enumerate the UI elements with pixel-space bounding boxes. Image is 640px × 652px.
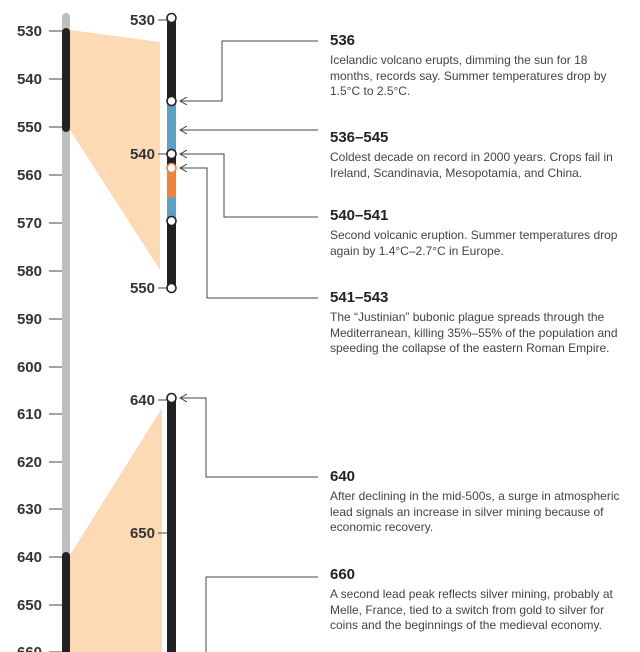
main-tick-label: 570 — [17, 215, 42, 232]
zoom-tick-label: 530 — [130, 12, 155, 29]
main-tick-label: 530 — [17, 23, 42, 40]
event-title: 640 — [330, 468, 356, 485]
marker-541 — [166, 162, 177, 174]
event-540-541: 540–541 Second volcanic eruption. Summer… — [330, 207, 630, 259]
cold-decade-segment — [167, 101, 176, 155]
zoom-wedge-bottom — [70, 408, 162, 652]
main-tick-label: 550 — [17, 119, 42, 136]
main-tick-label: 590 — [17, 311, 42, 328]
event-640: 640 After declining in the mid-500s, a s… — [330, 468, 630, 536]
event-title: 540–541 — [330, 207, 389, 224]
connector-536 — [180, 40, 318, 101]
event-description: After declining in the mid-500s, a surge… — [330, 489, 620, 534]
main-tick-label: 610 — [17, 406, 42, 423]
event-description: Second volcanic eruption. Summer tempera… — [330, 228, 618, 258]
main-axis-highlight-640-660 — [62, 552, 70, 652]
event-536-545: 536–545 Coldest decade on record in 2000… — [330, 129, 630, 181]
marker-550 — [166, 282, 177, 294]
zoom-axis-top-ticks: 530 540 550 — [130, 12, 167, 297]
event-536: 536 Icelandic volcano erupts, dimming th… — [330, 32, 630, 100]
zoom-tick-label: 650 — [130, 525, 155, 542]
event-title: 541–543 — [330, 289, 389, 306]
connector-660 — [205, 576, 318, 652]
event-541-543: 541–543 The “Justinian” bubonic plague s… — [330, 289, 630, 357]
event-title: 660 — [330, 566, 356, 583]
main-axis-bar — [62, 13, 70, 652]
event-title: 536–545 — [330, 129, 389, 146]
main-tick-label: 580 — [17, 263, 42, 280]
zoom-wedge-top — [70, 30, 160, 270]
event-description: Icelandic volcano erupts, dimming the su… — [330, 53, 607, 98]
event-title: 536 — [330, 32, 356, 49]
main-tick-label: 630 — [17, 501, 42, 518]
main-axis-highlight-530-550 — [62, 28, 70, 132]
marker-536 — [166, 95, 177, 107]
event-description: Coldest decade on record in 2000 years. … — [330, 150, 613, 180]
main-axis-ticks: 530 540 550 560 570 580 590 600 610 620 … — [17, 23, 62, 652]
marker-545 — [166, 215, 177, 227]
connector-540-541 — [180, 154, 318, 218]
zoom-axis-bottom-ticks: 640 650 — [130, 392, 167, 542]
main-tick-label: 650 — [17, 597, 42, 614]
event-660: 660 A second lead peak reflects silver m… — [330, 566, 630, 634]
main-tick-label: 560 — [17, 167, 42, 184]
plague-segment — [167, 168, 176, 197]
connector-541-543 — [180, 168, 318, 299]
event-description: A second lead peak reflects silver minin… — [330, 587, 613, 632]
main-tick-label: 640 — [17, 549, 42, 566]
zoom-axis-bottom-bar — [167, 398, 176, 652]
cold-decade-segment-tail — [167, 197, 176, 221]
main-tick-label: 660 — [17, 644, 42, 652]
connector-640 — [180, 398, 318, 478]
zoom-tick-label: 640 — [130, 392, 155, 409]
zoom-tick-label: 550 — [130, 280, 155, 297]
marker-640 — [166, 392, 177, 404]
marker-540 — [166, 148, 177, 160]
main-tick-label: 540 — [17, 71, 42, 88]
marker-530 — [166, 12, 177, 24]
event-markers-top — [166, 12, 177, 294]
zoom-tick-label: 540 — [130, 146, 155, 163]
main-tick-label: 600 — [17, 359, 42, 376]
event-connectors — [180, 40, 318, 652]
main-tick-label: 620 — [17, 454, 42, 471]
event-description: The “Justinian” bubonic plague spreads t… — [330, 310, 618, 355]
